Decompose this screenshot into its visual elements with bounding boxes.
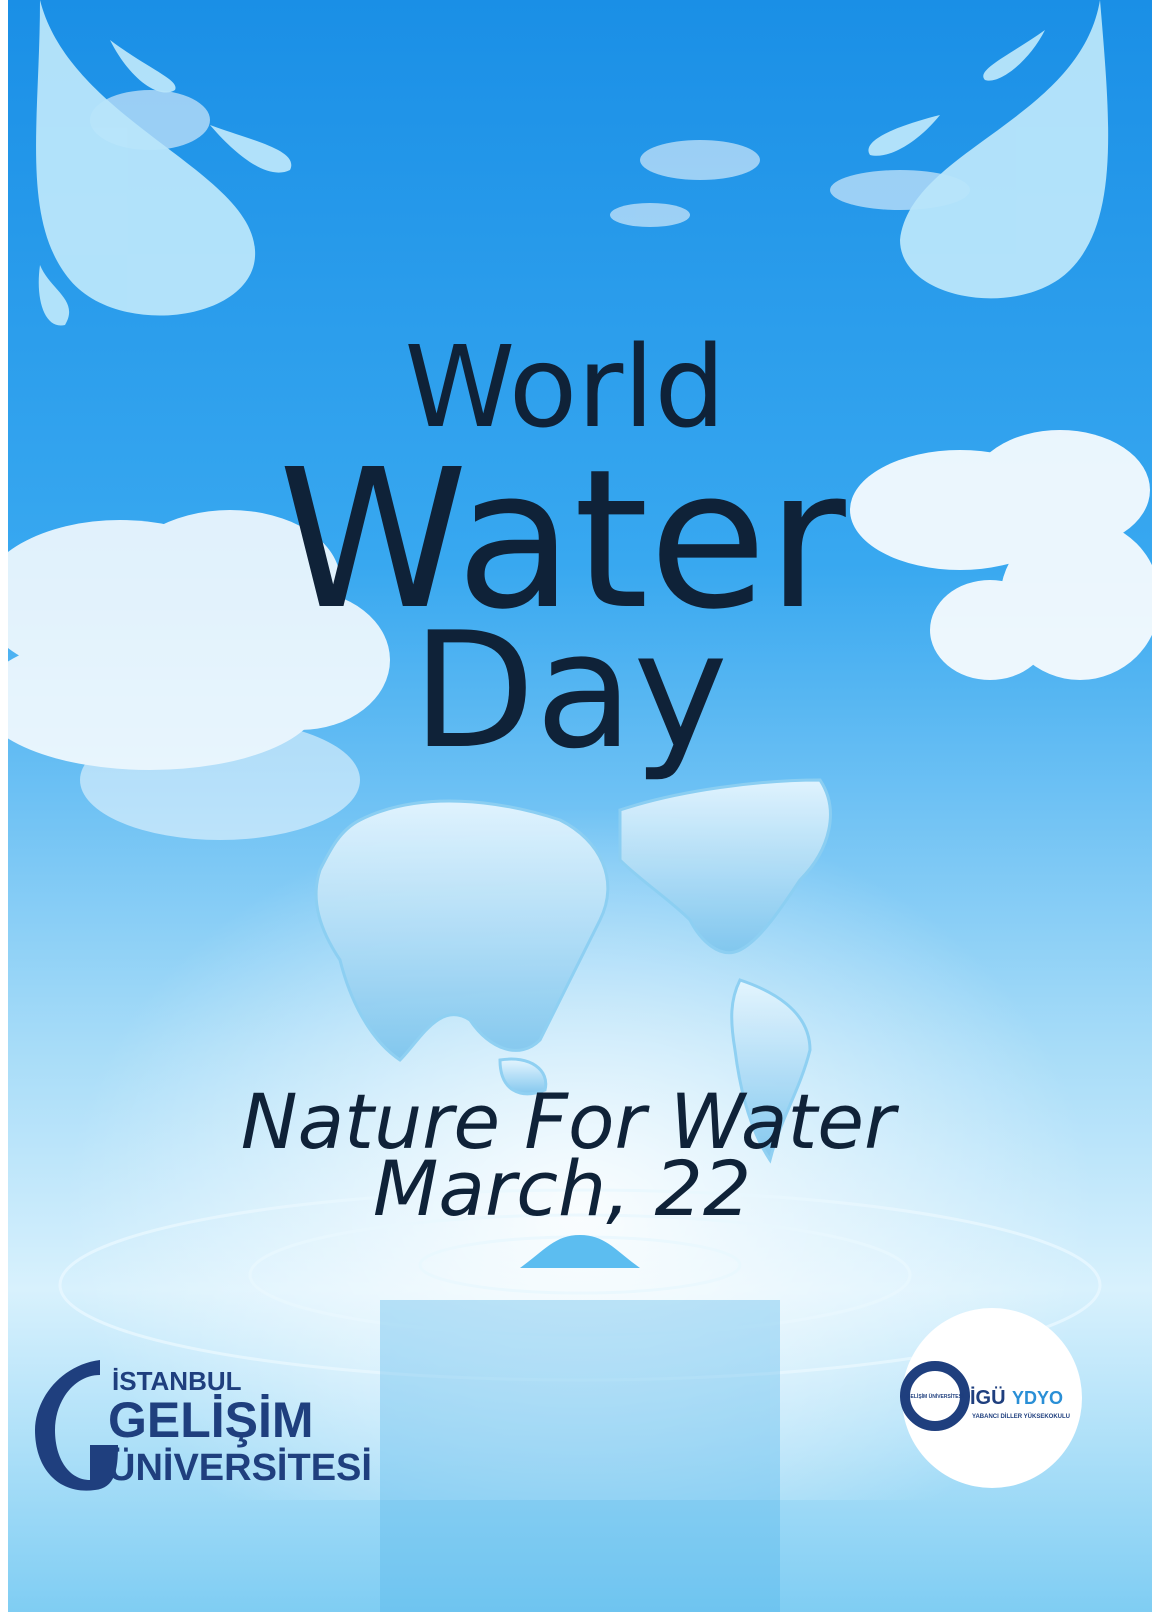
- logo-text: YDYO: [1012, 1388, 1063, 1408]
- logo-text: ÜNİVERSİTESİ: [108, 1446, 372, 1489]
- logo-text: İGÜ: [970, 1386, 1006, 1409]
- title-line: Day: [412, 597, 728, 784]
- poster: World Water Day Nature For Water March, …: [0, 0, 1152, 1612]
- map-reflection: [380, 1300, 780, 1612]
- logo-subtitle: YABANCI DİLLER YÜKSEKOKULU: [972, 1413, 1070, 1420]
- logo-emblem-text: GELİŞİM ÜNİVERSİTESİ: [907, 1393, 964, 1400]
- page: World Water Day Nature For Water March, …: [0, 0, 1152, 1612]
- logo-text: GELİŞİM: [108, 1392, 314, 1448]
- right-logo: GELİŞİM ÜNİVERSİTESİ İGÜ YDYO YABANCI Dİ…: [902, 1308, 1082, 1488]
- date: March, 22: [373, 1144, 751, 1233]
